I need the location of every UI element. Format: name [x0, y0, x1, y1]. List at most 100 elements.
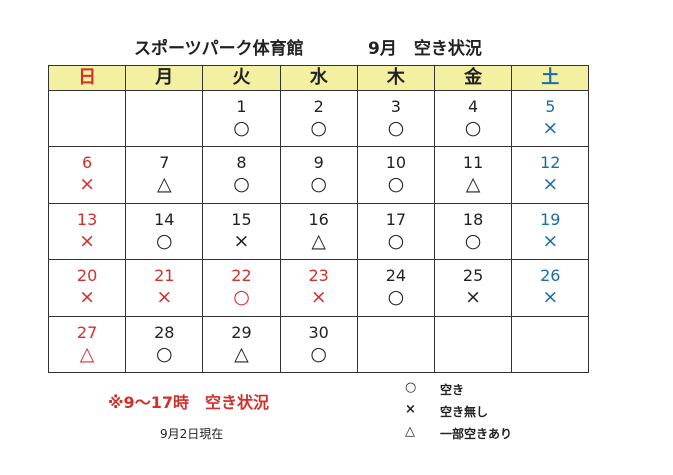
day-cell: 27 △ — [48, 315, 127, 373]
day-cell: 7 △ — [125, 146, 204, 204]
availability: ○ — [387, 229, 405, 252]
day-number: 1 — [236, 97, 247, 116]
day-number: 30 — [308, 322, 329, 342]
day-number: 6 — [82, 153, 93, 173]
day-cell: 29 △ — [202, 315, 281, 373]
availability: △ — [311, 229, 326, 252]
day-number: 15 — [231, 209, 252, 229]
availability: ○ — [233, 117, 250, 139]
availability: △ — [79, 342, 95, 365]
availability: × — [79, 173, 96, 196]
legend-label: 空き — [440, 383, 465, 397]
availability: ○ — [310, 342, 327, 365]
day-cell: 10 ○ — [356, 146, 435, 204]
availability: △ — [465, 173, 481, 196]
day-cell: 8 ○ — [202, 146, 281, 204]
day-number: 4 — [468, 97, 479, 116]
as-of: 9月2日現在 — [160, 427, 224, 441]
availability: × — [233, 229, 250, 252]
day-cell: 30 ○ — [279, 315, 358, 373]
day-number: 19 — [540, 209, 561, 229]
day-number: 9 — [313, 153, 324, 173]
day-cell — [511, 315, 590, 373]
day-number: 29 — [231, 322, 252, 342]
day-number: 17 — [385, 209, 407, 229]
day-cell: 2 ○ — [279, 90, 358, 148]
day-number: 8 — [236, 153, 247, 173]
day-cell: 5 × — [511, 90, 590, 148]
day-cell: 12 × — [511, 146, 590, 204]
legend-label: 空き無し — [440, 405, 489, 419]
availability: × — [542, 229, 559, 252]
day-cell: 22 ○ — [202, 259, 281, 317]
legend-label: 一部空きあり — [440, 427, 513, 441]
availability: ○ — [387, 286, 405, 309]
legend-symbol: △ — [405, 424, 415, 439]
day-number: 3 — [390, 97, 401, 116]
day-cell: 6 × — [48, 146, 127, 204]
day-cell: 25 × — [434, 259, 513, 317]
availability: ○ — [310, 117, 327, 139]
weekday-header: 土 — [511, 65, 590, 91]
day-cell: 28 ○ — [125, 315, 204, 373]
day-number: 16 — [308, 209, 329, 229]
availability: ○ — [310, 173, 327, 196]
day-number: 13 — [76, 209, 98, 229]
day-number: 26 — [540, 266, 561, 286]
day-cell: 14 ○ — [125, 202, 204, 261]
availability: ○ — [155, 342, 173, 365]
availability: × — [79, 229, 96, 252]
note: ※9～17時 空き状況 — [108, 393, 269, 412]
availability: ○ — [233, 173, 250, 196]
weekday-header: 金 — [434, 65, 513, 91]
availability: ○ — [387, 173, 405, 196]
day-number: 21 — [154, 266, 175, 286]
day-number: 22 — [231, 266, 252, 286]
day-cell: 26 × — [511, 259, 590, 317]
availability: × — [465, 286, 482, 309]
day-number: 20 — [76, 266, 98, 286]
weekday-header: 火 — [202, 65, 281, 91]
day-number: 14 — [154, 209, 175, 229]
availability: × — [542, 173, 559, 196]
day-cell: 19 × — [511, 202, 590, 261]
day-cell — [125, 90, 204, 148]
day-cell — [434, 315, 513, 373]
day-cell: 24 ○ — [356, 259, 435, 317]
day-number: 27 — [76, 322, 98, 342]
weekday-header: 日 — [48, 65, 127, 91]
day-number: 7 — [159, 153, 170, 173]
legend-symbol: ○ — [405, 380, 417, 395]
day-cell: 16 △ — [279, 202, 358, 261]
availability: × — [79, 286, 96, 309]
day-number: 11 — [462, 153, 484, 173]
availability: × — [542, 286, 559, 309]
day-cell — [356, 315, 435, 373]
day-cell: 3 ○ — [356, 90, 435, 148]
availability: △ — [156, 173, 172, 196]
availability: × — [156, 286, 173, 309]
availability: ○ — [464, 117, 482, 139]
day-number: 2 — [313, 97, 324, 116]
availability: ○ — [155, 229, 173, 252]
availability: △ — [234, 342, 249, 365]
day-number: 25 — [462, 266, 484, 286]
day-cell: 13 × — [48, 202, 127, 261]
day-number: 10 — [385, 153, 407, 173]
legend-symbol: × — [405, 402, 416, 417]
availability: ○ — [233, 286, 250, 309]
title: スポーツパーク体育館 — [134, 39, 304, 59]
day-number: 5 — [545, 97, 556, 116]
availability: ○ — [464, 229, 482, 252]
availability: × — [542, 117, 559, 139]
day-cell: 1 ○ — [202, 90, 281, 148]
day-cell: 21 × — [125, 259, 204, 317]
availability: × — [310, 286, 327, 309]
day-cell: 4 ○ — [434, 90, 513, 148]
day-cell: 17 ○ — [356, 202, 435, 261]
weekday-header: 水 — [279, 65, 358, 91]
weekday-header: 木 — [356, 65, 435, 91]
month-title: 9月 空き状況 — [368, 39, 482, 59]
day-cell — [48, 90, 127, 148]
day-number: 12 — [540, 153, 561, 173]
